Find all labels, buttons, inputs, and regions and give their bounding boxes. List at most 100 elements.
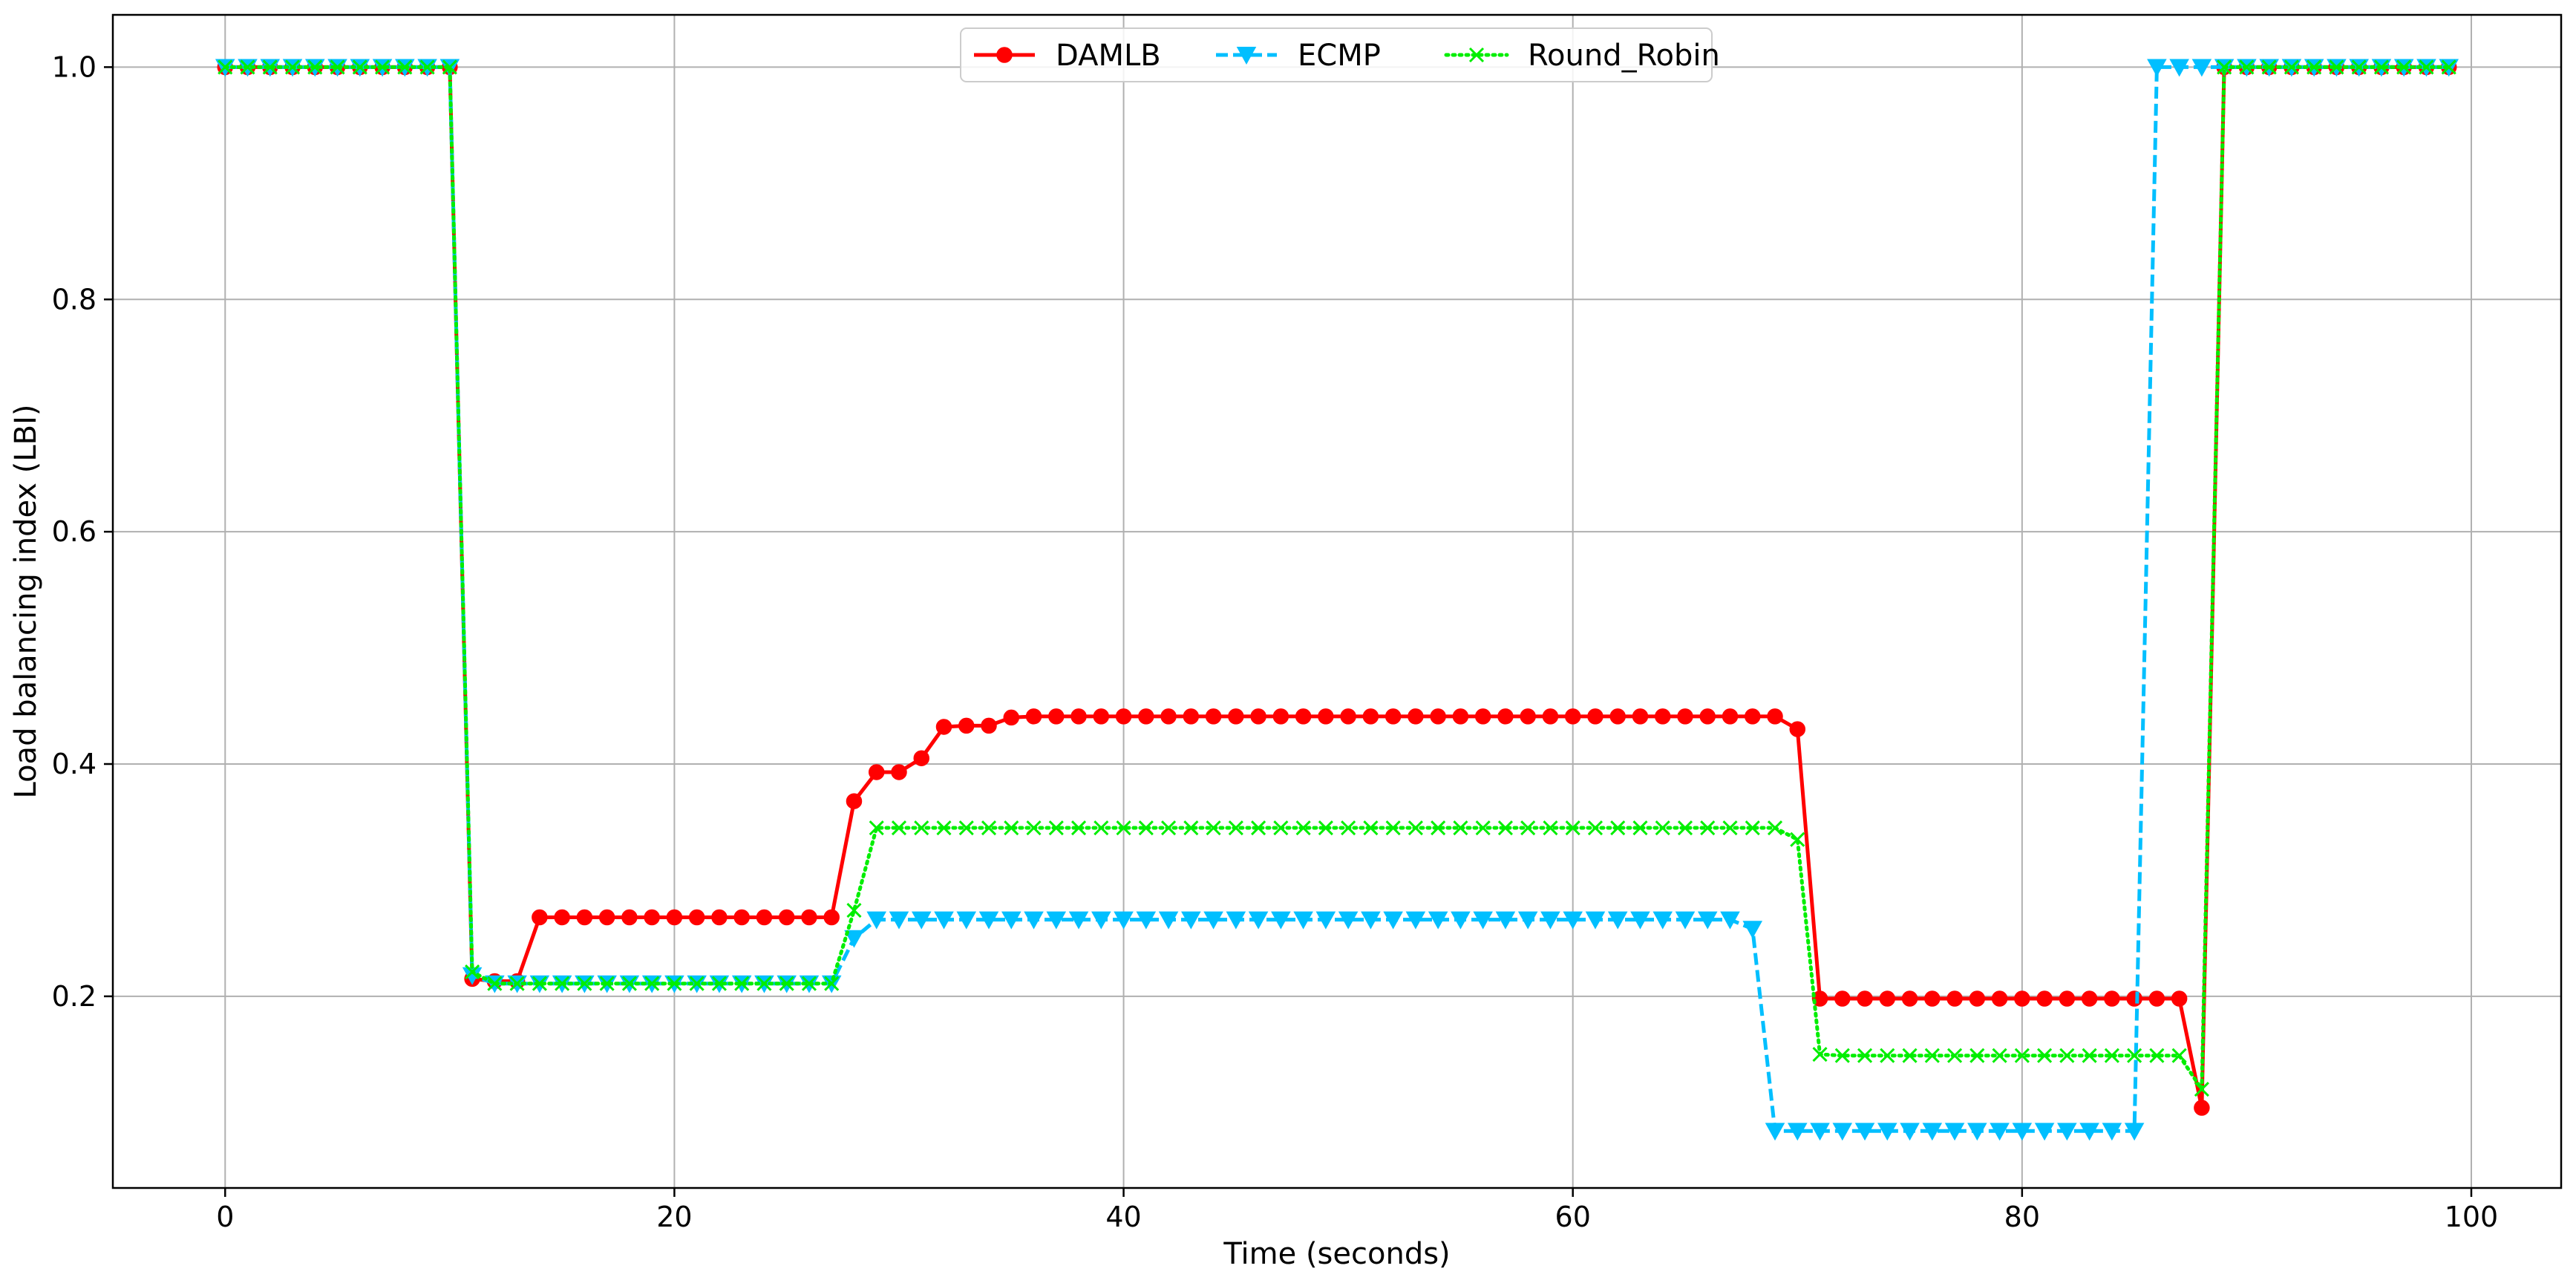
data-point-damlb <box>1520 708 1536 725</box>
data-point-round-robin <box>1431 820 1446 836</box>
data-point-ecmp <box>1158 911 1179 930</box>
data-point-round-robin <box>1790 832 1805 847</box>
y-tick-label: 1.0 <box>52 50 97 83</box>
legend-label-damlb: DAMLB <box>1056 39 1161 73</box>
data-point-ecmp <box>1944 1123 1965 1141</box>
data-point-round-robin <box>756 976 772 991</box>
data-point-ecmp <box>1517 911 1538 930</box>
data-point-ecmp <box>1922 1123 1943 1141</box>
data-point-damlb <box>1901 990 1918 1007</box>
data-point-round-robin <box>1116 820 1131 836</box>
data-point-round-robin <box>1206 820 1221 836</box>
data-point-round-robin <box>2194 1081 2209 1097</box>
data-point-ecmp <box>1226 911 1246 930</box>
data-point-ecmp <box>1024 911 1044 930</box>
data-point-round-robin <box>689 976 705 991</box>
data-point-damlb <box>1497 708 1514 725</box>
data-point-damlb <box>1587 708 1604 725</box>
x-tick-label: 0 <box>216 1201 234 1233</box>
y-tick-label: 0.8 <box>52 283 97 316</box>
data-point-round-robin <box>779 976 794 991</box>
data-point-ecmp <box>1990 1123 2010 1141</box>
data-point-ecmp <box>1630 911 1650 930</box>
data-point-round-robin <box>1094 820 1109 836</box>
data-point-damlb <box>532 909 548 926</box>
series-round-robin <box>218 59 2456 1097</box>
data-point-damlb <box>2148 990 2165 1007</box>
data-point-round-robin <box>981 820 997 836</box>
data-point-ecmp <box>1742 921 1763 939</box>
legend-entry-round-robin: Round_Robin <box>1444 39 1720 73</box>
x-tick-label: 40 <box>1105 1201 1141 1233</box>
x-axis-label: Time (seconds) <box>1223 1237 1450 1271</box>
data-point-ecmp <box>1967 1123 1987 1141</box>
data-point-ecmp <box>1585 911 1606 930</box>
series-group <box>215 59 2459 1141</box>
data-point-ecmp <box>1338 911 1359 930</box>
data-point-round-robin <box>2373 59 2390 75</box>
data-point-round-robin <box>284 59 301 75</box>
series-damlb <box>217 59 2457 1116</box>
data-point-round-robin <box>667 976 682 991</box>
data-point-round-robin <box>1295 820 1311 836</box>
data-point-ecmp <box>889 911 909 930</box>
data-point-round-robin <box>1251 820 1266 836</box>
data-point-damlb <box>1834 990 1851 1007</box>
y-axis-label: Load balancing index (LBI) <box>9 405 43 799</box>
data-point-damlb <box>1228 708 1244 725</box>
data-point-round-robin <box>509 976 525 991</box>
data-point-ecmp <box>1900 1123 1920 1141</box>
data-point-ecmp <box>2079 1123 2099 1141</box>
y-tick-label: 0.6 <box>52 515 97 548</box>
data-point-round-robin <box>2171 1048 2187 1063</box>
legend-marker-damlb <box>996 47 1013 63</box>
data-point-ecmp <box>2124 1123 2145 1141</box>
data-point-round-robin <box>218 59 233 75</box>
data-point-ecmp <box>1720 911 1740 930</box>
data-point-damlb <box>621 909 638 926</box>
data-point-damlb <box>2104 990 2120 1007</box>
data-point-damlb <box>1048 708 1065 725</box>
data-point-round-robin <box>1161 820 1177 836</box>
data-point-damlb <box>688 909 705 926</box>
data-point-round-robin <box>1924 1048 1940 1063</box>
legend-label-round-robin: Round_Robin <box>1528 39 1720 73</box>
data-point-round-robin <box>240 59 255 75</box>
data-point-ecmp <box>866 911 887 930</box>
data-point-damlb <box>891 764 907 780</box>
data-point-ecmp <box>2057 1123 2077 1141</box>
data-point-round-robin <box>1385 820 1401 836</box>
data-point-round-robin <box>375 59 390 75</box>
data-point-ecmp <box>1607 911 1628 930</box>
data-point-damlb <box>733 909 750 926</box>
legend-marker-ecmp <box>1236 47 1257 65</box>
data-point-damlb <box>554 909 570 926</box>
x-tick-label: 20 <box>656 1201 692 1233</box>
x-tick-label: 80 <box>2004 1201 2040 1233</box>
data-point-round-robin <box>1946 1048 1963 1063</box>
data-point-ecmp <box>1203 911 1223 930</box>
data-point-ecmp <box>1114 911 1134 930</box>
data-point-round-robin <box>1767 820 1783 836</box>
data-point-ecmp <box>1383 911 1403 930</box>
data-point-damlb <box>1318 708 1334 725</box>
data-point-damlb <box>846 793 863 809</box>
data-point-ecmp <box>1810 1123 1830 1141</box>
data-point-ecmp <box>934 911 954 930</box>
data-point-damlb <box>1070 708 1087 725</box>
legend-entry-damlb: DAMLB <box>974 39 1161 73</box>
data-point-ecmp <box>844 930 864 948</box>
data-point-ecmp <box>978 911 999 930</box>
data-point-round-robin <box>1520 820 1536 836</box>
data-point-ecmp <box>1563 911 1583 930</box>
data-point-round-robin <box>1138 820 1154 836</box>
data-point-round-robin <box>1543 820 1558 836</box>
data-point-damlb <box>1654 708 1671 725</box>
data-point-ecmp <box>1697 911 1718 930</box>
data-point-damlb <box>981 717 997 734</box>
data-point-damlb <box>1408 708 1424 725</box>
data-point-damlb <box>1564 708 1581 725</box>
data-point-round-robin <box>2419 59 2434 75</box>
data-point-round-robin <box>958 820 974 836</box>
